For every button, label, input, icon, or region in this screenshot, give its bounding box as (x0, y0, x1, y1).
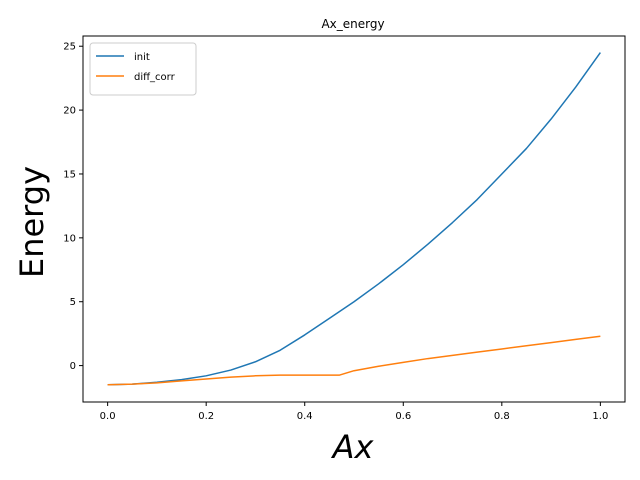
legend-label: diff_corr (134, 72, 176, 83)
x-tick-label: 0.0 (100, 411, 116, 422)
series-line-init (107, 52, 601, 386)
x-tick-label: 0.2 (198, 411, 214, 422)
x-tick-label: 0.4 (297, 411, 313, 422)
y-tick-label: 15 (63, 169, 76, 180)
y-axis-label: Energy (13, 166, 51, 278)
legend-label: init (134, 52, 150, 63)
chart-title: Ax_energy (321, 17, 384, 31)
x-axis-label: Ax (331, 428, 375, 466)
x-tick-label: 0.6 (395, 411, 411, 422)
y-tick-label: 5 (70, 297, 76, 308)
legend: init diff_corr (89, 42, 197, 96)
plot-frame (82, 35, 626, 403)
y-tick-label: 20 (63, 106, 76, 117)
x-tick-label: 0.8 (494, 411, 510, 422)
x-tick-label: 1.0 (592, 411, 608, 422)
y-axis: 0 5 10 15 20 25 (63, 42, 83, 372)
x-axis: 0.0 0.2 0.4 0.6 0.8 1.0 (100, 402, 608, 422)
legend-box (89, 42, 197, 96)
y-tick-label: 10 (63, 233, 76, 244)
y-tick-label: 0 (70, 361, 76, 372)
y-tick-label: 25 (63, 42, 76, 53)
series-line-diff-corr (107, 335, 601, 386)
